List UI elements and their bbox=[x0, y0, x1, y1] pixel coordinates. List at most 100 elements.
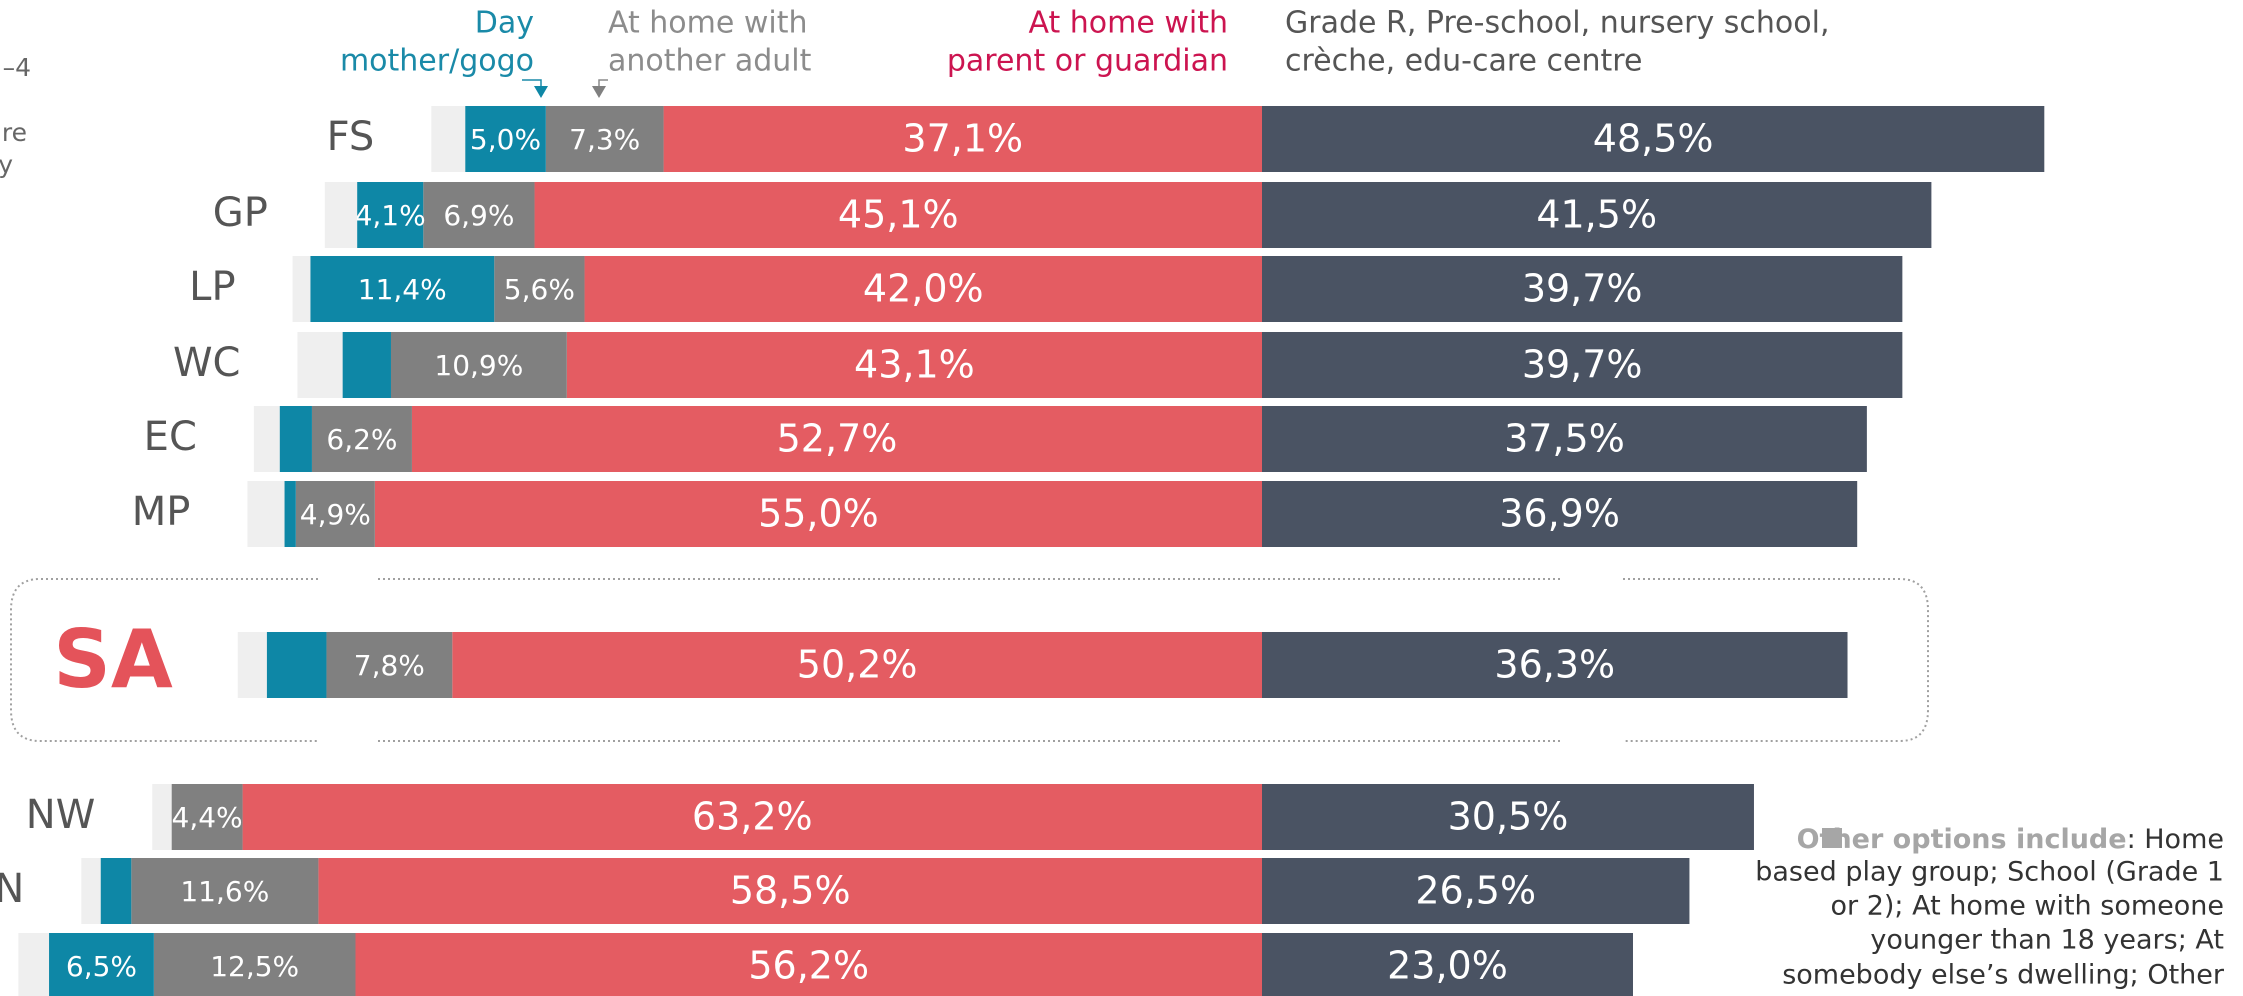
bar-segment bbox=[318, 858, 1262, 924]
value-label: 36,9% bbox=[1499, 492, 1620, 536]
bar-segment bbox=[1262, 933, 1633, 996]
value-label: 39,7% bbox=[1522, 343, 1643, 387]
bar-segment bbox=[423, 182, 535, 248]
legend-label: parent or guardian bbox=[947, 44, 1228, 79]
footnote-line: somebody else’s dwelling; Other bbox=[1782, 960, 2225, 991]
row-label: EC bbox=[144, 414, 197, 460]
bar-segment bbox=[1262, 182, 1932, 248]
legend-connector bbox=[522, 79, 542, 88]
value-label: 23,0% bbox=[1387, 944, 1508, 988]
value-label: 5,0% bbox=[470, 123, 541, 156]
legend-connector bbox=[598, 79, 608, 88]
bar-segment bbox=[545, 106, 664, 172]
footnote-line: or 2); At home with someone bbox=[1831, 891, 2225, 922]
legend-arrow bbox=[592, 86, 606, 98]
bar-segment bbox=[357, 182, 424, 248]
legend-label: At home with bbox=[1028, 6, 1228, 41]
value-label: 4,9% bbox=[300, 498, 371, 531]
bar-segment bbox=[1262, 406, 1867, 472]
bar-segment bbox=[266, 632, 327, 698]
bar-segment bbox=[324, 182, 358, 248]
row-label: WC bbox=[173, 340, 240, 386]
bar-segment bbox=[431, 106, 466, 172]
value-label: 48,5% bbox=[1593, 117, 1714, 161]
bar-segment bbox=[1262, 784, 1754, 850]
bar-segment bbox=[663, 106, 1262, 172]
row-label: GP bbox=[213, 190, 268, 236]
left-fragment: y bbox=[0, 150, 13, 179]
value-label: 4,1% bbox=[355, 199, 426, 232]
bar-segment bbox=[292, 256, 311, 322]
value-label: 26,5% bbox=[1415, 869, 1536, 913]
row-label: SA bbox=[53, 613, 173, 706]
bar-segment bbox=[18, 933, 50, 996]
bar-segment bbox=[1262, 106, 2045, 172]
row-label: NW bbox=[26, 792, 95, 838]
bar-segment bbox=[534, 182, 1262, 248]
value-label: 10,9% bbox=[434, 349, 523, 382]
bar-segment bbox=[100, 858, 132, 924]
bar-segment bbox=[131, 858, 319, 924]
bar-segment bbox=[584, 256, 1262, 322]
value-label: 63,2% bbox=[692, 795, 813, 839]
legend-label: Grade R, Pre-school, nursery school, bbox=[1285, 6, 1829, 41]
value-label: 41,5% bbox=[1536, 193, 1657, 237]
value-label: 52,7% bbox=[777, 417, 898, 461]
bar-segment bbox=[242, 784, 1263, 850]
footnote-square bbox=[1822, 828, 1842, 848]
value-label: 55,0% bbox=[758, 492, 879, 536]
footnote-line: Other options include: Home bbox=[1797, 824, 2224, 855]
left-fragment: –4 bbox=[3, 53, 31, 82]
bar-segment bbox=[1262, 481, 1858, 547]
footnote-line: based play group; School (Grade 1 bbox=[1755, 857, 2224, 888]
bar-segment bbox=[295, 481, 375, 547]
value-label: 37,5% bbox=[1504, 417, 1625, 461]
bar-segment bbox=[279, 406, 312, 472]
value-label: 5,6% bbox=[504, 273, 575, 306]
value-label: 4,4% bbox=[172, 801, 243, 834]
row-label: N bbox=[0, 866, 24, 912]
value-label: 43,1% bbox=[854, 343, 975, 387]
value-label: 6,2% bbox=[326, 423, 397, 456]
value-label: 11,6% bbox=[180, 875, 269, 908]
bar-segment bbox=[390, 332, 567, 398]
value-label: 58,5% bbox=[730, 869, 851, 913]
bar-segment bbox=[355, 933, 1262, 996]
bar-segment bbox=[1262, 858, 1690, 924]
bar-segment bbox=[284, 481, 296, 547]
legend-label: crèche, edu-care centre bbox=[1285, 44, 1642, 79]
value-label: 56,2% bbox=[748, 944, 869, 988]
bar-segment bbox=[326, 632, 453, 698]
value-label: 7,8% bbox=[354, 649, 425, 682]
legend-arrow bbox=[534, 86, 548, 98]
bar-segment bbox=[342, 332, 391, 398]
value-label: 6,9% bbox=[443, 199, 514, 232]
row-label: MP bbox=[132, 489, 191, 535]
bar-segment bbox=[152, 784, 172, 850]
footnote-lead: Other options include bbox=[1797, 824, 2127, 855]
bar-segment bbox=[374, 481, 1263, 547]
footnote-text: : Home bbox=[2127, 824, 2224, 855]
value-label: 45,1% bbox=[838, 193, 959, 237]
value-label: 11,4% bbox=[358, 273, 447, 306]
value-label: 42,0% bbox=[863, 267, 984, 311]
bracket bbox=[1623, 578, 1929, 742]
value-label: 30,5% bbox=[1448, 795, 1569, 839]
legend-label: At home with bbox=[608, 6, 808, 41]
value-label: 37,1% bbox=[902, 117, 1023, 161]
bar-segment bbox=[153, 933, 356, 996]
value-label: 6,5% bbox=[66, 950, 137, 983]
bar-segment bbox=[171, 784, 243, 850]
value-label: 39,7% bbox=[1522, 267, 1643, 311]
bar-segment bbox=[411, 406, 1263, 472]
value-label: 50,2% bbox=[797, 643, 918, 687]
bar-segment bbox=[465, 106, 546, 172]
left-fragment: are bbox=[0, 118, 27, 147]
bar-segment bbox=[566, 332, 1262, 398]
bracket bbox=[10, 578, 318, 742]
bar-segment bbox=[297, 332, 343, 398]
footnote-line: younger than 18 years; At bbox=[1870, 925, 2224, 956]
bar-segment bbox=[247, 481, 285, 547]
bar-segment bbox=[1262, 332, 1903, 398]
